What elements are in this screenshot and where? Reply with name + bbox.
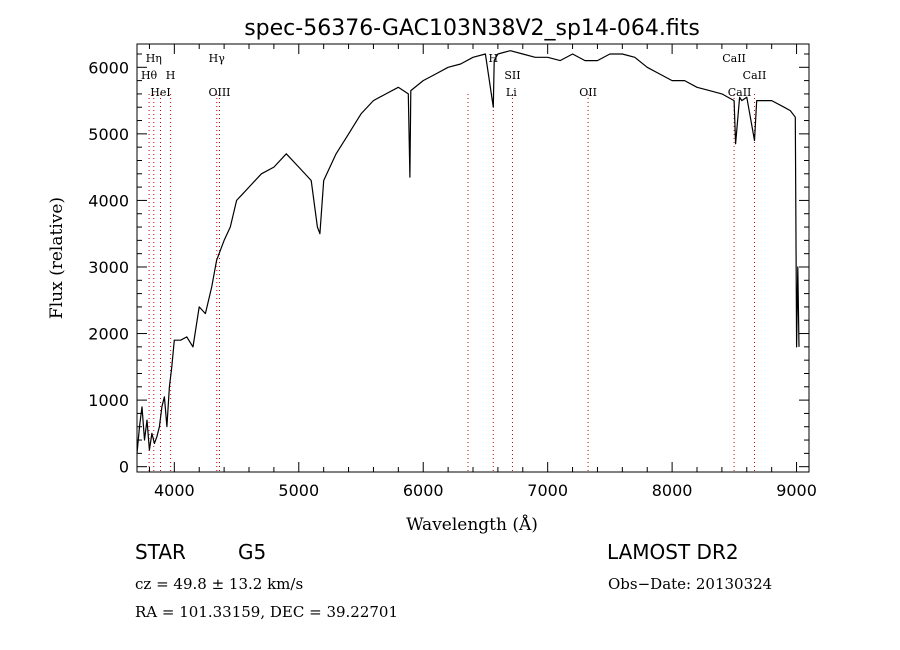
- emission-line-labels: Hη Hθ H HeI Hγ OIII H SII Li OII CaII CaII CaII: [141, 52, 766, 99]
- line-label: H: [166, 69, 176, 82]
- y-tick-label: 6000: [88, 58, 129, 77]
- line-label: CaII: [728, 86, 752, 99]
- line-label: SII: [504, 69, 520, 82]
- spectrum-line: [136, 50, 800, 454]
- x-axis-label: Wavelength (Å): [406, 514, 538, 535]
- y-tick-label: 1000: [88, 391, 129, 410]
- line-label: Hη: [146, 52, 162, 65]
- line-label: Li: [506, 86, 517, 99]
- x-tick-label: 4000: [154, 481, 195, 500]
- emission-line-markers: [148, 94, 755, 472]
- x-axis-ticks: 4000 5000 6000 7000 8000 9000: [148, 44, 817, 500]
- spectral-subclass: G5: [238, 540, 267, 564]
- y-tick-label: 0: [119, 458, 129, 477]
- y-tick-label: 2000: [88, 325, 129, 344]
- line-label: HeI: [150, 86, 170, 99]
- y-axis-label: Flux (relative): [47, 197, 67, 319]
- line-label: CaII: [722, 52, 746, 65]
- x-tick-label: 5000: [278, 481, 319, 500]
- y-tick-label: 4000: [88, 191, 129, 210]
- y-axis-ticks: 0 1000 2000 3000 4000 5000 6000: [88, 53, 809, 477]
- object-type: STAR: [135, 540, 186, 564]
- line-label: Hθ: [141, 69, 158, 82]
- obs-date-text: Obs−Date: 20130324: [608, 575, 773, 593]
- x-tick-label: 6000: [403, 481, 444, 500]
- line-label: OIII: [208, 86, 230, 99]
- y-tick-label: 3000: [88, 258, 129, 277]
- y-tick-label: 5000: [88, 125, 129, 144]
- x-tick-label: 7000: [527, 481, 568, 500]
- x-tick-label: 9000: [776, 481, 817, 500]
- line-label: OII: [579, 86, 597, 99]
- spectrum-chart: spec-56376-GAC103N38V2_sp14-064.fits HηH…: [47, 16, 817, 535]
- line-label: Hγ: [209, 52, 226, 65]
- coordinates-text: RA = 101.33159, DEC = 39.22701: [135, 603, 399, 621]
- x-tick-label: 8000: [652, 481, 693, 500]
- line-label: H: [488, 52, 498, 65]
- line-label: CaII: [743, 69, 767, 82]
- survey-name: LAMOST DR2: [607, 540, 739, 564]
- chart-title: spec-56376-GAC103N38V2_sp14-064.fits: [244, 16, 700, 41]
- plot-frame: [136, 43, 810, 473]
- redshift-text: cz = 49.8 ± 13.2 km/s: [135, 575, 304, 593]
